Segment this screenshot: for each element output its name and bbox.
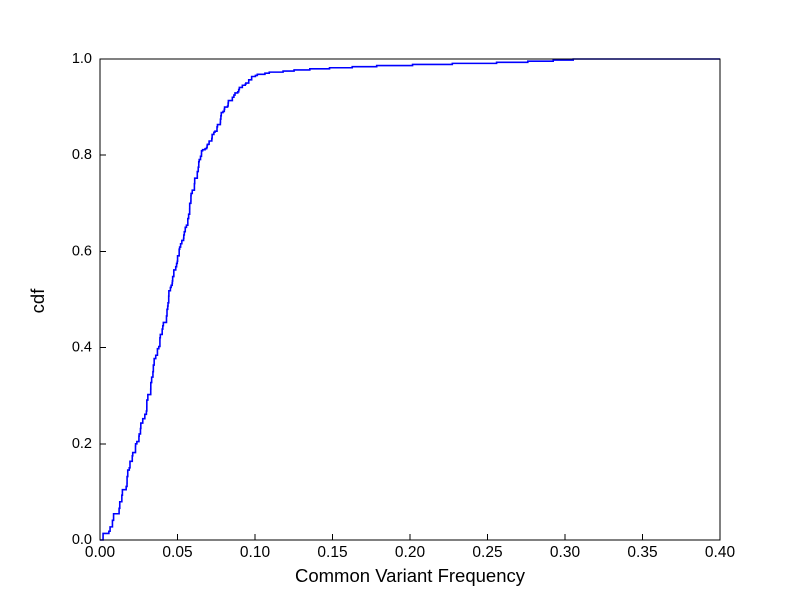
svg-text:0.8: 0.8 (72, 147, 92, 163)
svg-text:0.6: 0.6 (72, 243, 92, 259)
svg-text:0.0: 0.0 (72, 532, 92, 548)
svg-text:0.10: 0.10 (240, 544, 271, 561)
svg-text:1.0: 1.0 (72, 51, 92, 67)
svg-text:0.30: 0.30 (550, 544, 581, 561)
svg-text:0.4: 0.4 (72, 340, 92, 356)
svg-text:0.15: 0.15 (317, 544, 347, 561)
svg-text:cdf: cdf (27, 288, 48, 314)
svg-text:0.40: 0.40 (705, 544, 736, 561)
svg-text:0.05: 0.05 (162, 544, 192, 561)
svg-text:Common Variant Frequency: Common Variant Frequency (295, 565, 526, 586)
svg-text:0.25: 0.25 (472, 544, 502, 561)
svg-text:0.2: 0.2 (72, 436, 92, 452)
svg-text:0.35: 0.35 (627, 544, 657, 561)
svg-text:0.20: 0.20 (395, 544, 426, 561)
